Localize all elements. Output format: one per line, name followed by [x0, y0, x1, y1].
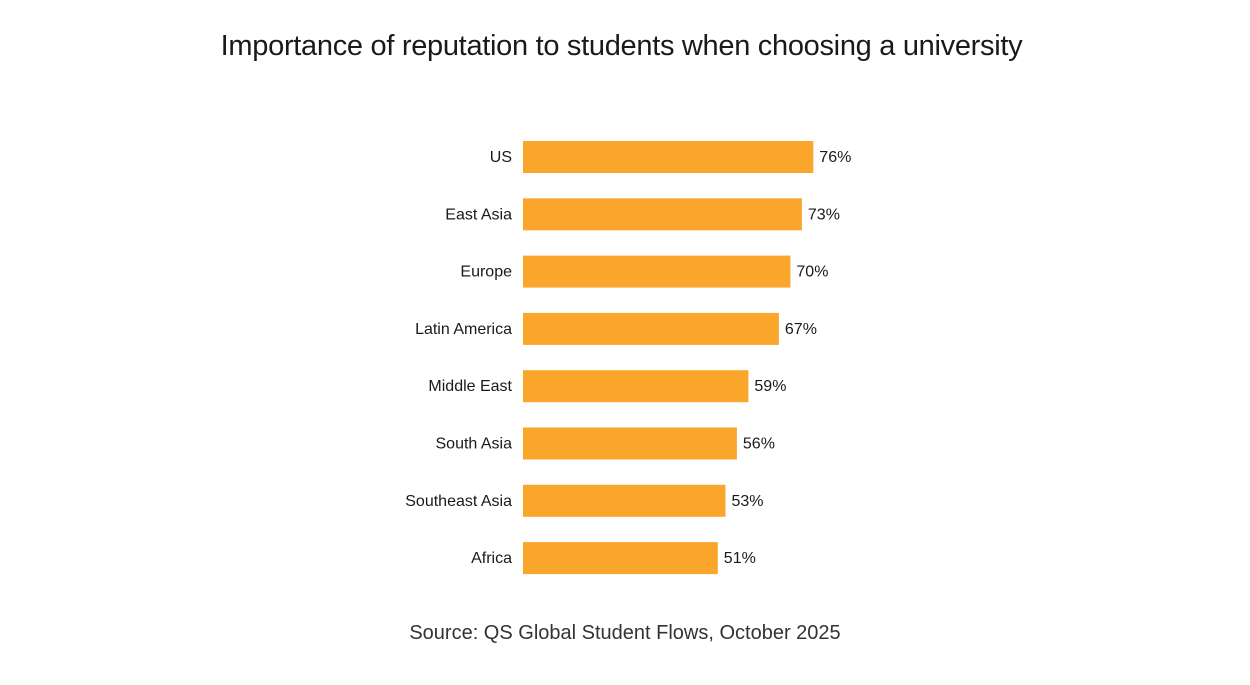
- bars-layer: [523, 141, 814, 575]
- category-label-us: US: [490, 149, 512, 166]
- bar-latin-america: [523, 312, 779, 345]
- value-label-latin-america: 67%: [785, 321, 817, 338]
- value-label-europe: 70%: [796, 264, 828, 281]
- category-label-europe: Europe: [460, 264, 512, 281]
- value-label-us: 76%: [819, 149, 851, 166]
- value-label-africa: 51%: [724, 550, 756, 567]
- category-label-southeast-asia: Southeast Asia: [405, 493, 512, 510]
- bar-south-asia: [523, 427, 737, 460]
- category-label-middle-east: Middle East: [428, 378, 512, 395]
- labels-layer: US 76% East Asia 73% Europe 70% Latin America 6…: [405, 149, 851, 567]
- category-label-latin-america: Latin America: [415, 321, 512, 338]
- bar-us: [523, 141, 814, 173]
- chart-source: Source: QS Global Student Flows, October…: [409, 622, 841, 644]
- bar-africa: [523, 542, 718, 575]
- value-label-middle-east: 59%: [754, 378, 786, 395]
- category-label-east-asia: East Asia: [445, 206, 512, 223]
- chart-title: Importance of reputation to students whe…: [220, 30, 1023, 62]
- category-label-south-asia: South Asia: [436, 436, 513, 453]
- category-label-africa: Africa: [471, 550, 512, 567]
- value-label-southeast-asia: 53%: [732, 493, 764, 510]
- bar-middle-east: [523, 370, 749, 403]
- value-label-east-asia: 73%: [808, 206, 840, 223]
- bar-southeast-asia: [523, 484, 726, 517]
- value-label-south-asia: 56%: [743, 436, 775, 453]
- bar-europe: [523, 255, 791, 288]
- bar-east-asia: [523, 198, 802, 231]
